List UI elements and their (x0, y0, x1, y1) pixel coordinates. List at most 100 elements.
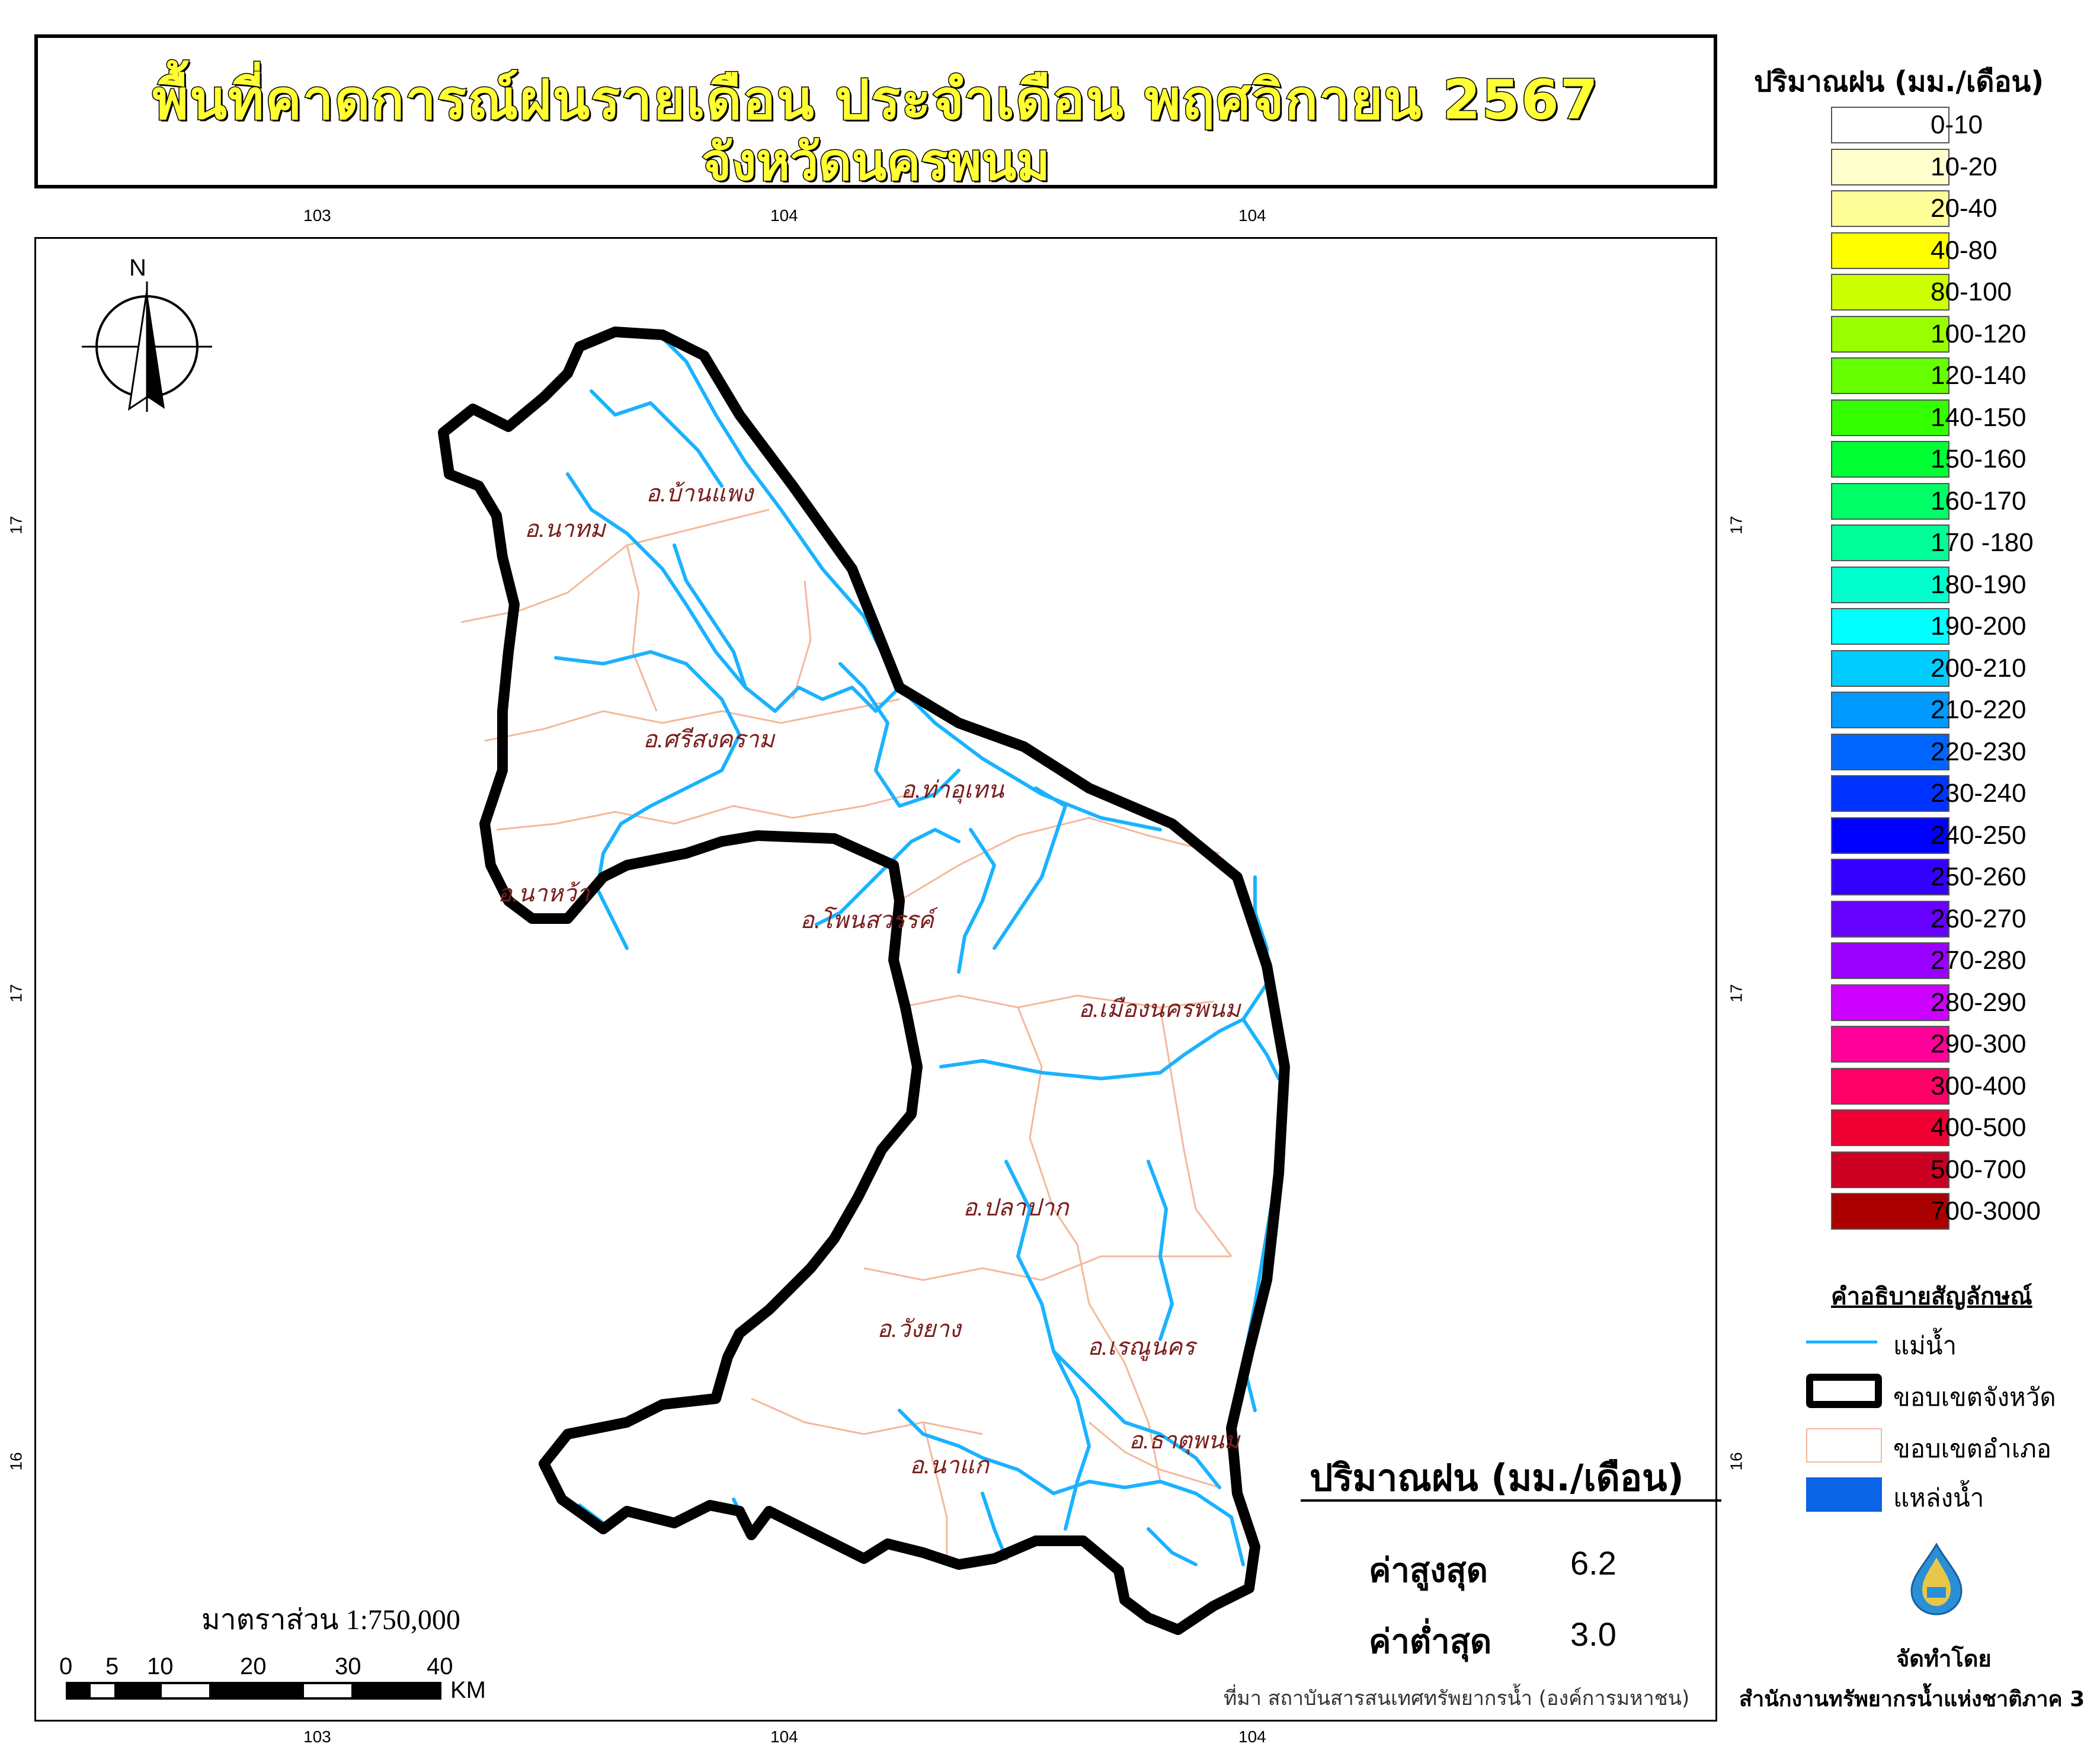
district-label: อ.เมืองนครพนม (1078, 996, 1241, 1022)
district-label: อ.ปลาปาก (963, 1194, 1069, 1221)
title-box: พื้นที่คาดการณ์ฝนรายเดือน ประจำเดือน พฤศ… (34, 34, 1717, 193)
symbol-label: ขอบเขตจังหวัด (1893, 1383, 2056, 1412)
district-border-symbol (1806, 1428, 1882, 1463)
legend-swatch (1831, 107, 1949, 143)
legend-label: 170 -180 (1931, 528, 2034, 557)
legend-swatch (1831, 900, 1949, 938)
legend-label: 500-700 (1931, 1154, 2027, 1184)
left-coord-label: 17 (7, 516, 25, 535)
legend-label: 700-3000 (1931, 1196, 2041, 1226)
legend-swatch (1831, 566, 1949, 603)
legend-swatch (1831, 1067, 1949, 1105)
district-label: อ.ท่าอุเทน (901, 776, 1004, 803)
legend-swatch (1831, 817, 1949, 854)
scale-unit: KM (450, 1677, 486, 1703)
legend-swatch (1831, 148, 1949, 185)
district-label: อ.นาหว้า (498, 880, 590, 907)
legend-swatch (1831, 775, 1949, 812)
left-coord-label: 17 (7, 984, 25, 1003)
scale-tick: 10 (147, 1653, 174, 1679)
province-map (66, 281, 1290, 1700)
scale-tick: 30 (335, 1653, 361, 1679)
symbol-label: แม่น้ำ (1893, 1331, 1957, 1360)
district-label: อ.ศรีสงคราม (643, 726, 774, 753)
legend-swatch (1831, 1151, 1949, 1188)
max-value: 6.2 (1570, 1544, 1616, 1582)
right-coord-label: 17 (1727, 984, 1746, 1003)
river-symbol (1806, 1341, 1877, 1343)
district-label: อ.ธาตุพนม (1129, 1427, 1240, 1454)
legend-label: 40-80 (1931, 235, 1997, 265)
north-arrow-icon (82, 281, 212, 412)
legend-title: ปริมาณฝน (มม./เดือน) (1754, 65, 2044, 98)
legend-swatch (1831, 315, 1949, 353)
legend-label: 290-300 (1931, 1029, 2027, 1058)
scale-text: มาตราส่วน 1:750,000 (201, 1604, 460, 1636)
legend-label: 270-280 (1931, 946, 2027, 975)
district-label: อ.โพนสวรรค์ (800, 907, 934, 933)
top-coord-label: 104 (770, 206, 798, 225)
water-body-symbol (1806, 1477, 1882, 1512)
bottom-coord-label: 104 (1238, 1727, 1266, 1746)
legend-label: 180-190 (1931, 570, 2027, 599)
legend-swatch (1831, 190, 1949, 227)
legend-swatch (1831, 942, 1949, 979)
legend-swatch (1831, 274, 1949, 311)
legend-label: 100-120 (1931, 319, 2027, 348)
agency-logo-icon (1910, 1543, 1963, 1615)
legend-swatch (1831, 482, 1949, 520)
map-subtitle: จังหวัดนครพนม (701, 132, 1051, 193)
legend-label: 210-220 (1931, 695, 2027, 724)
legend-swatch (1831, 1109, 1949, 1146)
top-coord-label: 104 (1238, 206, 1266, 225)
top-coord-label: 103 (303, 206, 331, 225)
map-title: พื้นที่คาดการณ์ฝนรายเดือน ประจำเดือน พฤศ… (152, 68, 1599, 133)
legend-label: 160-170 (1931, 486, 2027, 516)
legend-swatch (1831, 232, 1949, 269)
legend-label: 250-260 (1931, 862, 2027, 891)
scale-tick: 5 (105, 1653, 119, 1679)
district-boundaries (460, 508, 1233, 1559)
legend-swatch (1831, 650, 1949, 687)
legend-swatch (1831, 441, 1949, 478)
max-label: ค่าสูงสุด (1369, 1551, 1488, 1590)
data-source: ที่มา สถาบันสารสนเทศทรัพยากรน้ำ (องค์การ… (1224, 1687, 1690, 1710)
legend-swatch (1831, 1193, 1949, 1230)
district-label: อ.เรณูนคร (1087, 1333, 1195, 1360)
legend-swatch (1831, 524, 1949, 561)
min-value: 3.0 (1570, 1615, 1616, 1653)
legend-swatch (1831, 984, 1949, 1021)
stats-title: ปริมาณฝน (มม./เดือน) (1310, 1456, 1684, 1499)
north-label: N (129, 255, 146, 281)
legend-label: 150-160 (1931, 444, 2027, 474)
legend-label: 120-140 (1931, 361, 2027, 390)
legend-label: 300-400 (1931, 1071, 2027, 1100)
stats-underline (1301, 1499, 1721, 1502)
district-label: อ.นาแก (910, 1452, 989, 1479)
left-coord-label: 16 (7, 1452, 25, 1471)
legend-swatch (1831, 357, 1949, 394)
right-coord-label: 16 (1727, 1452, 1746, 1471)
province-border-symbol (1806, 1374, 1882, 1408)
scale-tick: 40 (427, 1653, 453, 1679)
province-border (438, 327, 1290, 1635)
scale-bar (66, 1682, 441, 1700)
legend-swatch (1831, 733, 1949, 770)
legend-swatch (1831, 608, 1949, 645)
symbol-label: แหล่งน้ำ (1893, 1483, 1984, 1512)
legend-swatch (1831, 1026, 1949, 1063)
legend-label: 280-290 (1931, 987, 2027, 1017)
legend-label: 10-20 (1931, 152, 1997, 181)
legend-label: 240-250 (1931, 820, 2027, 850)
legend-swatch (1831, 859, 1949, 895)
credit-organization: สำนักงานทรัพยากรน้ำแห่งชาติภาค 3 (1739, 1687, 2085, 1711)
scale-tick: 0 (59, 1653, 73, 1679)
legend-label: 80-100 (1931, 277, 2012, 306)
legend-label: 0-10 (1931, 110, 1983, 139)
province-area (443, 332, 1285, 1630)
legend-label: 230-240 (1931, 779, 2027, 808)
district-label: อ.บ้านแพง (646, 480, 753, 507)
legend-label: 400-500 (1931, 1113, 2027, 1142)
legend-swatch (1831, 692, 1949, 728)
legend-label: 140-150 (1931, 402, 2027, 432)
